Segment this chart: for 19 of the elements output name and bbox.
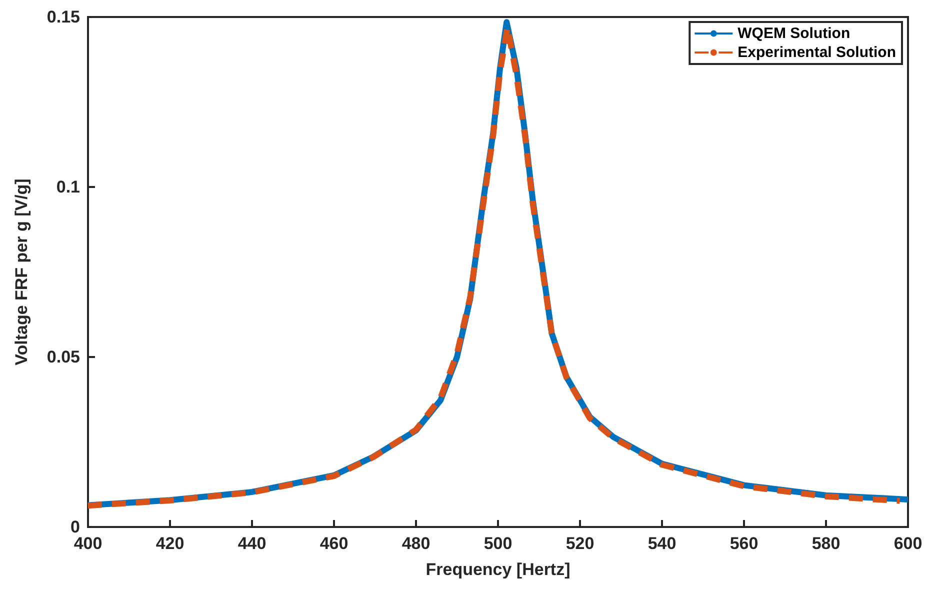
x-tick-label: 420 [156, 534, 184, 553]
x-tick-label: 480 [402, 534, 430, 553]
x-axis-title: Frequency [Hertz] [426, 560, 570, 579]
y-axis-title: Voltage FRF per g [V/g] [12, 178, 31, 366]
x-tick-label: 580 [812, 534, 840, 553]
x-tick-label: 460 [320, 534, 348, 553]
legend-label: WQEM Solution [738, 25, 850, 42]
legend-label: Experimental Solution [738, 44, 896, 61]
y-tick-label: 0.1 [56, 178, 80, 196]
x-tick-label: 440 [238, 534, 266, 553]
x-tick-label: 500 [484, 534, 512, 553]
x-tick-label: 600 [894, 534, 922, 553]
x-tick-label: 520 [566, 534, 594, 553]
y-tick-label: 0.05 [46, 348, 80, 366]
x-tick-label: 540 [648, 534, 676, 553]
y-tick-label: 0.15 [46, 8, 80, 26]
y-tick-label: 0 [70, 518, 80, 536]
x-tick-label: 400 [74, 534, 102, 553]
x-tick-label: 560 [730, 534, 758, 553]
